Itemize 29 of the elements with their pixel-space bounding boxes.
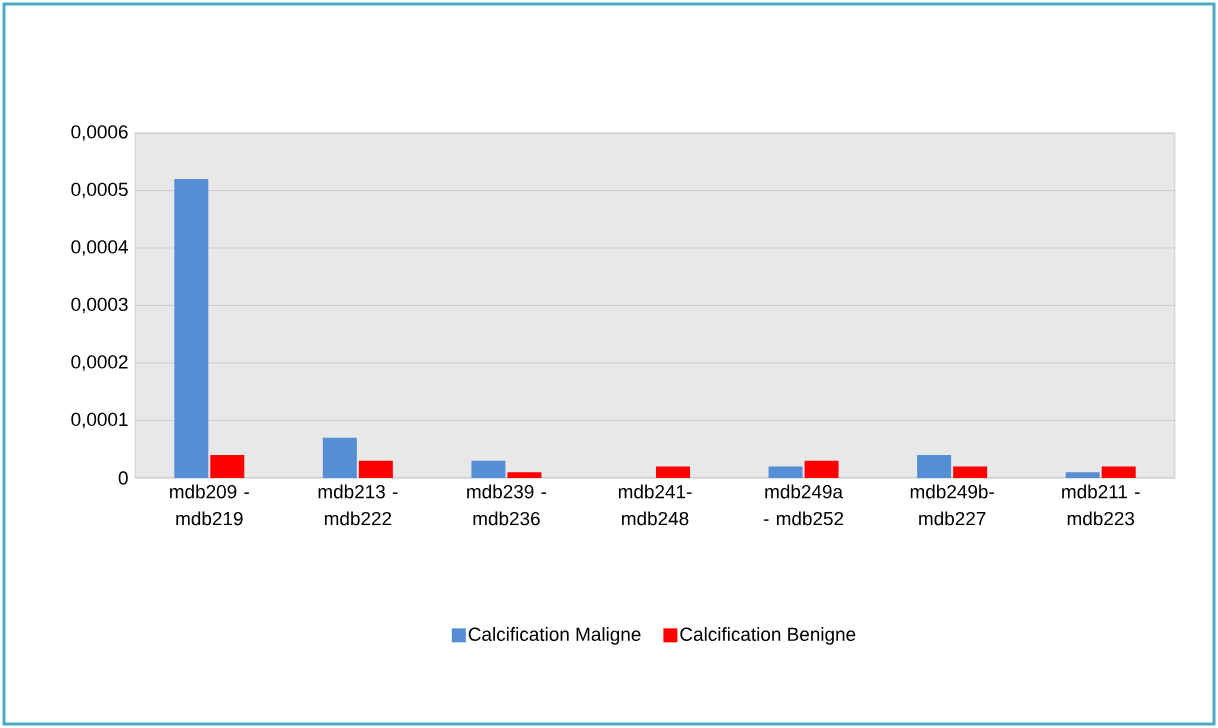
bar xyxy=(655,466,690,478)
bar xyxy=(507,472,542,478)
x-tick-label: mdb249b-mdb227 xyxy=(910,484,994,526)
bar xyxy=(210,454,245,478)
x-tick-label: mdb241-mdb248 xyxy=(618,484,692,526)
y-tick-label: 0,0001 xyxy=(71,412,128,429)
bar xyxy=(917,454,952,478)
y-tick-label: 0,0006 xyxy=(71,125,128,141)
y-tick-label: 0,0003 xyxy=(71,297,128,314)
bar xyxy=(358,460,393,478)
x-tick-label: mdb209 - mdb219 xyxy=(170,484,249,526)
x-tick-label: mdb249a - mdb252 xyxy=(763,484,844,526)
bar xyxy=(953,466,988,478)
x-tick-label: mdb211 - mdb223 xyxy=(1062,484,1140,526)
bar xyxy=(174,178,209,478)
bar xyxy=(768,466,803,478)
bar xyxy=(804,460,839,478)
x-tick-label: mdb239 - mdb236 xyxy=(467,484,547,526)
bar xyxy=(1065,472,1100,478)
bar xyxy=(1101,466,1136,478)
y-tick-label: 0,0004 xyxy=(71,240,128,256)
y-tick-label: 0,0002 xyxy=(71,355,128,371)
bar xyxy=(322,437,357,478)
y-tick-label: 0,0005 xyxy=(71,182,128,199)
bar xyxy=(471,460,506,478)
y-tick-label: 0 xyxy=(118,471,128,485)
legend-label: Calcification Maligne xyxy=(468,627,641,645)
legend-label: Calcification Benigne xyxy=(680,627,856,645)
x-tick-label: mdb213 - mdb222 xyxy=(318,484,398,526)
